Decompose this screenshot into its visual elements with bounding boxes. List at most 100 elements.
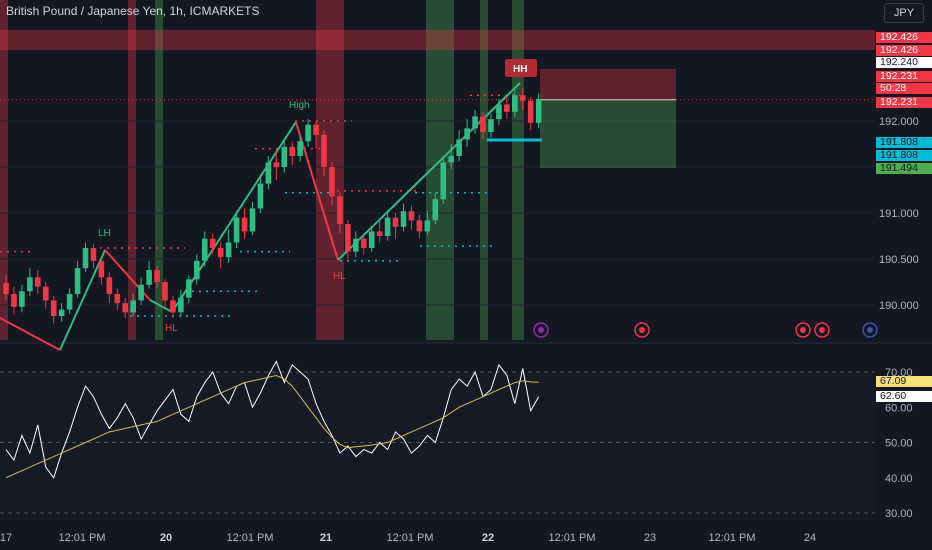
event-icon-dot xyxy=(639,327,645,333)
candle-body xyxy=(456,139,462,156)
candle-body xyxy=(384,217,391,236)
candle-body xyxy=(3,282,9,294)
candle-body xyxy=(464,128,470,140)
resistance-zone xyxy=(0,30,875,50)
candle-body xyxy=(512,95,518,112)
rsi-line xyxy=(5,360,540,479)
candles xyxy=(3,87,542,324)
time-axis-label: 17 xyxy=(0,532,12,544)
candle-body xyxy=(241,217,248,232)
candle-body xyxy=(58,309,65,317)
rsi-ma-line xyxy=(5,374,539,479)
candle-body xyxy=(138,284,144,301)
position-box xyxy=(487,69,676,168)
candle-body xyxy=(472,116,478,129)
candle-body xyxy=(480,116,486,133)
price-tag: 191.494 xyxy=(876,163,932,174)
candle-body xyxy=(368,231,375,248)
candle-body xyxy=(201,238,208,261)
time-axis-label: 12:01 PM xyxy=(548,532,595,544)
time-axis-label: 12:01 PM xyxy=(58,532,105,544)
time-axis-label: 22 xyxy=(482,532,494,544)
event-icons xyxy=(533,322,878,338)
candle-body xyxy=(448,155,454,163)
price-axis-label: 191.000 xyxy=(879,208,919,220)
time-axis: 17 12:01 PM 20 12:01 PM 21 12:01 PM 22 12:01 PM… xyxy=(0,532,816,544)
candle-body xyxy=(488,119,494,133)
candle-body xyxy=(233,217,240,243)
candle-body xyxy=(122,303,129,313)
session-band xyxy=(480,0,488,340)
structure-label: LH xyxy=(98,228,111,239)
candle-body xyxy=(90,247,97,261)
candle-body xyxy=(82,247,89,269)
rsi-axis-label: 60.00 xyxy=(885,402,913,414)
target-zone xyxy=(540,99,676,168)
price-tag: 192.426 xyxy=(876,45,932,56)
chart-title: British Pound / Japanese Yen, 1h, ICMARK… xyxy=(6,4,260,18)
candle-body xyxy=(408,211,415,221)
candle-body xyxy=(273,162,280,167)
candle-body xyxy=(194,260,200,280)
candle-body xyxy=(496,104,502,120)
session-band xyxy=(155,0,163,340)
candle-body xyxy=(66,293,73,310)
price-axis-label: 190.000 xyxy=(879,300,919,312)
candle-body xyxy=(146,270,152,285)
candle-body xyxy=(297,141,303,156)
time-axis-label: 12:01 PM xyxy=(386,532,433,544)
candle-body xyxy=(376,231,383,236)
candle-body xyxy=(424,220,431,232)
candle-body xyxy=(225,242,232,258)
zigzag-segment xyxy=(0,317,61,351)
zigzag-segment xyxy=(149,299,173,313)
time-axis-label: 12:01 PM xyxy=(708,532,755,544)
structure-label: HL xyxy=(165,323,178,334)
candle-body xyxy=(392,217,399,227)
candle-body xyxy=(217,247,224,258)
rsi-pane xyxy=(5,360,540,479)
candle-body xyxy=(265,162,272,184)
rsi-axis-label: 40.00 xyxy=(885,473,913,485)
zigzag-segment xyxy=(295,121,339,261)
candle-body xyxy=(321,134,327,167)
rsi-axis-label: 50.00 xyxy=(885,438,913,450)
structure-labels: LH HL High HL HH xyxy=(98,59,537,334)
candle-body xyxy=(345,224,351,252)
session-band xyxy=(128,0,136,340)
time-axis-label: 12:01 PM xyxy=(226,532,273,544)
price-tag: 192.231 xyxy=(876,97,932,108)
zigzag-segment xyxy=(171,121,297,313)
candle-body xyxy=(19,291,25,307)
price-tag: 192.231 xyxy=(876,71,932,82)
structure-label: High xyxy=(289,100,310,111)
event-icon-dot xyxy=(800,327,806,333)
stop-zone xyxy=(540,69,676,100)
price-tag: 192.240 xyxy=(876,57,932,68)
candle-body xyxy=(281,146,288,167)
candle-body xyxy=(209,238,216,248)
time-axis-label: 20 xyxy=(160,532,172,544)
candle-body xyxy=(130,300,136,313)
price-axis-label: 192.000 xyxy=(879,116,919,128)
candle-body xyxy=(337,196,343,225)
candle-body xyxy=(35,277,41,287)
price-tag: 191.808 xyxy=(876,150,932,161)
time-axis-label: 21 xyxy=(320,532,332,544)
event-icon-dot xyxy=(819,327,825,333)
candle-body xyxy=(313,124,319,135)
candle-body xyxy=(74,268,81,294)
zigzag-line xyxy=(0,82,521,351)
hh-label: HH xyxy=(513,64,527,75)
candle-body xyxy=(178,297,184,313)
candle-body xyxy=(257,183,264,209)
currency-button[interactable]: JPY xyxy=(884,3,924,23)
candle-body xyxy=(162,282,168,301)
candle-body xyxy=(50,300,57,317)
candle-body xyxy=(106,277,113,294)
candle-body xyxy=(98,260,105,278)
hh-label-box xyxy=(505,59,537,77)
candle-body xyxy=(305,124,311,142)
